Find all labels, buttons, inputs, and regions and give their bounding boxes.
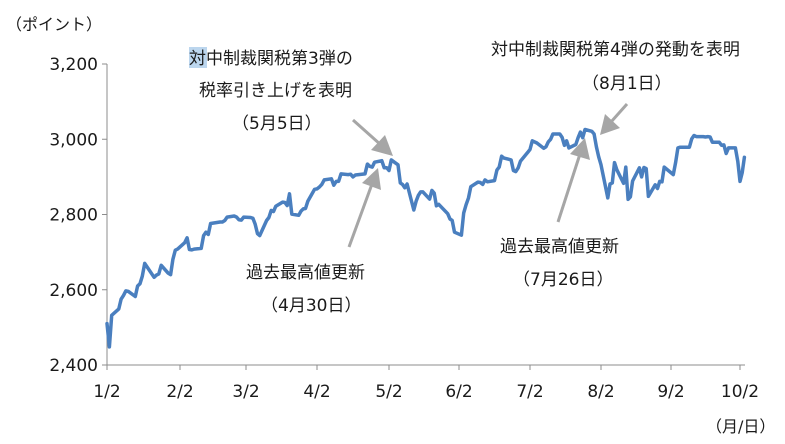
annotation-aug1-line2: （8月1日） [582,74,672,94]
arrow-jul26 [556,138,590,223]
x-ticks: 1/2 2/2 3/2 4/2 5/2 6/2 7/2 8/2 9/2 10/2 [93,365,759,402]
annotation-may5-line3: （5月5日） [232,114,322,134]
y-tick-label: 2,400 [49,356,98,376]
annotation-apr30-line1: 過去最高値更新 [246,263,365,283]
annotation-jul26-line1: 過去最高値更新 [500,237,619,257]
annotation-may5-line1: 対中制裁関税第3弾の [189,49,353,69]
annotation-aug1-line1: 対中制裁関税第4弾の発動を表明 [491,40,740,60]
text-highlight [189,47,207,68]
x-tick-label: 9/2 [657,382,684,402]
annotation-apr30-line2: （4月30日） [261,296,361,316]
series-line [105,127,747,349]
y-tick-label: 2,800 [49,206,98,226]
x-tick-label: 8/2 [587,382,614,402]
annotation-apr30: 過去最高値更新 （4月30日） [246,263,365,316]
y-tick-label: 2,600 [49,281,98,301]
y-axis-unit-label: （ポイント） [6,15,102,34]
annotation-jul26: 過去最高値更新 （7月26日） [500,237,619,290]
x-axis-unit-label: （月/日） [706,417,775,436]
annotation-aug1: 対中制裁関税第4弾の発動を表明 （8月1日） [491,40,740,94]
annotation-arrows [347,103,629,248]
x-tick-label: 2/2 [166,382,193,402]
y-tick-label: 3,200 [49,55,98,75]
x-tick-label: 7/2 [516,382,543,402]
annotation-may5-line2: 税率引き上げを表明 [199,81,352,101]
x-tick-label: 3/2 [232,382,259,402]
x-tick-label: 5/2 [375,382,402,402]
x-tick-label: 10/2 [721,382,759,402]
arrow-may5 [352,118,393,156]
arrow-apr30 [347,168,381,248]
x-tick-label: 1/2 [93,382,120,402]
x-tick-label: 6/2 [445,382,472,402]
annotation-may5: 対中制裁関税第3弾の 税率引き上げを表明 （5月5日） [189,47,353,134]
annotation-jul26-line2: （7月26日） [513,270,613,290]
x-tick-label: 4/2 [303,382,330,402]
y-ticks: 2,400 2,600 2,800 3,000 3,200 [49,55,107,376]
y-tick-label: 3,000 [49,130,98,150]
arrow-aug1 [600,103,629,135]
